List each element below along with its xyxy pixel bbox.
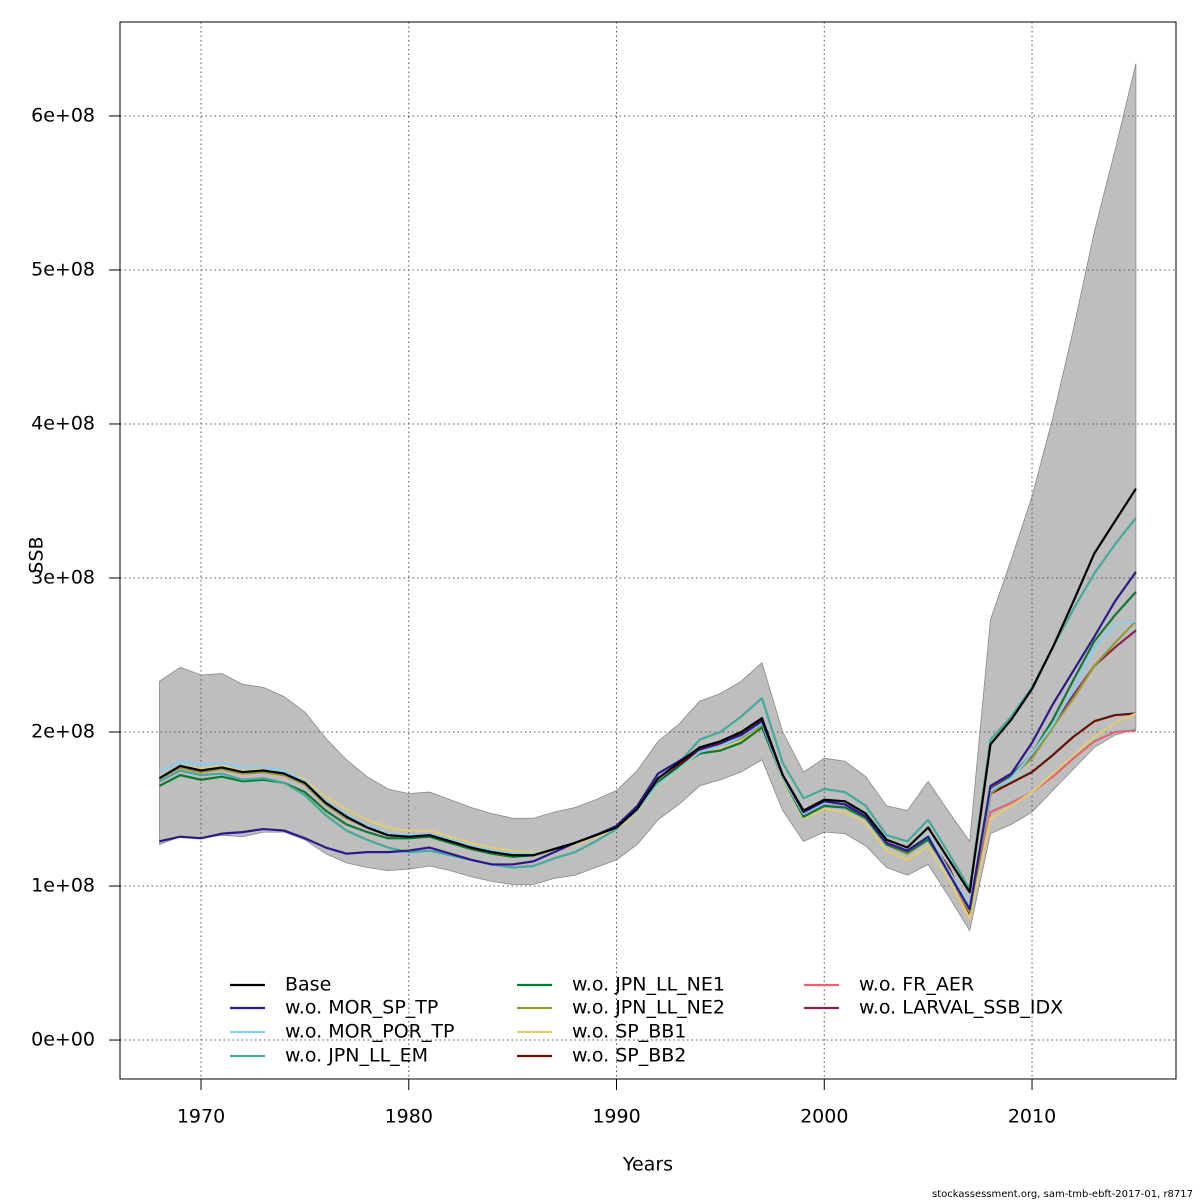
- legend-label: w.o. LARVAL_SSB_IDX: [859, 997, 1063, 1019]
- legend-label: w.o. SP_BB2: [572, 1045, 686, 1067]
- y-tick-label: 6e+08: [31, 104, 95, 126]
- legend-label: Base: [285, 974, 331, 996]
- plot-frame: [119, 21, 1177, 1080]
- x-tick-label: 1980: [385, 1106, 433, 1128]
- y-tick-label: 3e+08: [31, 566, 95, 588]
- y-tick-label: 5e+08: [31, 258, 95, 280]
- legend-label: w.o. SP_BB1: [572, 1021, 686, 1043]
- series-line: [159, 571, 1137, 911]
- x-tick-label: 1970: [177, 1106, 225, 1128]
- footer: stockassessment.org, sam-tmb-ebft-2017-0…: [932, 1189, 1193, 1200]
- legend-label: w.o. FR_AER: [859, 974, 974, 996]
- legend-label: w.o. JPN_LL_NE2: [572, 997, 725, 1019]
- y-tick-label: 2e+08: [31, 721, 95, 743]
- confidence-band: [159, 63, 1137, 932]
- series-line: [158, 488, 1137, 894]
- legend-label: w.o. JPN_LL_EM: [285, 1045, 428, 1067]
- y-tick-label: 4e+08: [31, 412, 95, 434]
- x-tick-label: 1990: [592, 1106, 640, 1128]
- legend-label: w.o. MOR_SP_TP: [285, 997, 438, 1019]
- x-axis-label: Years: [622, 1154, 673, 1176]
- legend-label: w.o. MOR_POR_TP: [285, 1021, 454, 1043]
- y-tick-label: 0e+00: [31, 1029, 95, 1051]
- legend-label: w.o. JPN_LL_NE1: [572, 974, 725, 996]
- y-tick-label: 1e+08: [31, 875, 95, 897]
- x-tick-label: 2000: [800, 1106, 848, 1128]
- y-axis-label: SSB: [26, 536, 48, 573]
- x-tick-label: 2010: [1008, 1106, 1056, 1128]
